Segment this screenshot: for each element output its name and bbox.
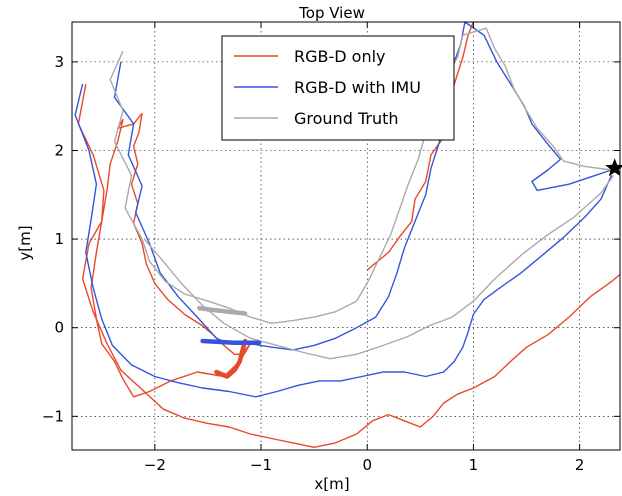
legend-label: Ground Truth bbox=[294, 109, 399, 128]
end-star-marker bbox=[605, 158, 622, 177]
x-tick-label: −2 bbox=[144, 456, 166, 474]
series-line-5 bbox=[464, 21, 612, 192]
series-line-1 bbox=[77, 83, 621, 448]
y-tick-label: −1 bbox=[42, 407, 64, 425]
highlight-segment-1 bbox=[200, 338, 262, 346]
x-axis-label: x[m] bbox=[314, 475, 349, 493]
series-line-7 bbox=[143, 174, 615, 360]
series-line-8 bbox=[462, 27, 612, 171]
y-tick-label: 3 bbox=[54, 53, 64, 71]
highlight-segment-0 bbox=[214, 338, 248, 379]
grid-layer bbox=[72, 22, 620, 450]
legend: RGB-D only RGB-D with IMU Ground Truth bbox=[221, 35, 455, 141]
legend-label: RGB-D only bbox=[294, 47, 386, 66]
series-layer bbox=[74, 21, 621, 448]
highlight-segment-2 bbox=[197, 305, 248, 316]
x-tick-label: 1 bbox=[469, 456, 479, 474]
chart-title: Top View bbox=[298, 4, 365, 22]
series-line-2 bbox=[366, 21, 475, 271]
series-line-6 bbox=[109, 35, 464, 324]
plot-frame bbox=[71, 21, 621, 451]
legend-box bbox=[221, 35, 455, 141]
x-tick-label: 0 bbox=[362, 456, 372, 474]
y-tick-label: 1 bbox=[54, 230, 64, 248]
y-axis-label: y[m] bbox=[16, 225, 34, 260]
x-tick-label: 2 bbox=[575, 456, 585, 474]
x-tick-label: −1 bbox=[250, 456, 272, 474]
series-line-3 bbox=[74, 83, 613, 398]
highlight-layer bbox=[197, 305, 262, 379]
series-line-4 bbox=[113, 21, 466, 351]
y-tick-label: 2 bbox=[54, 141, 64, 159]
y-tick-label: 0 bbox=[54, 319, 64, 337]
ticks-layer: −2 −1 0 1 2 −1 0 1 2 3 bbox=[42, 22, 620, 474]
marker-layer bbox=[605, 158, 622, 177]
legend-label: RGB-D with IMU bbox=[294, 78, 421, 97]
series-line-0 bbox=[90, 112, 252, 398]
